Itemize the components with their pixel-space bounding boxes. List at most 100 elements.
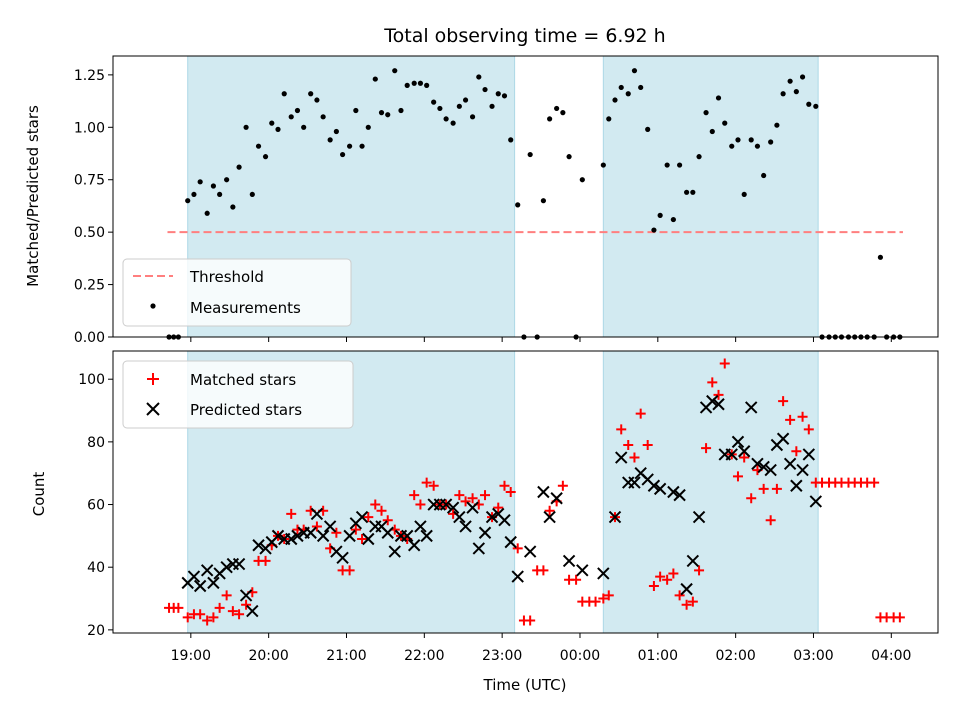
matched-star-point bbox=[376, 505, 387, 516]
matched-stars-legend-label: Matched stars bbox=[190, 371, 296, 389]
measurement-point bbox=[877, 254, 884, 260]
predicted-star-point bbox=[543, 510, 556, 524]
predicted-star-point bbox=[187, 570, 201, 583]
bottom-x-ticks: 19:00 20:00 21:00 22:00 23:00 00:00 01:00 02:00… bbox=[171, 633, 911, 664]
matched-star-point bbox=[803, 424, 814, 435]
matched-star-point bbox=[765, 515, 776, 526]
predicted-star-point bbox=[745, 401, 758, 414]
measurements-legend-label: Measurements bbox=[190, 299, 301, 317]
measurement-point bbox=[631, 68, 638, 74]
bottom-x-tick-label: 01:00 bbox=[638, 648, 678, 664]
measurement-point bbox=[489, 103, 495, 109]
x-axis-label: Time (UTC) bbox=[483, 676, 567, 694]
measurement-point bbox=[191, 191, 197, 198]
measurement-point bbox=[612, 97, 618, 103]
matched-star-point bbox=[655, 571, 666, 582]
measurement-point bbox=[806, 101, 812, 107]
matched-star-point bbox=[208, 612, 219, 623]
matched-star-point bbox=[428, 480, 439, 491]
matched-star-point bbox=[571, 574, 582, 585]
measurement-points bbox=[166, 68, 903, 340]
predicted-star-point bbox=[220, 560, 233, 574]
measurement-point bbox=[243, 124, 249, 130]
matched-star-point bbox=[182, 612, 193, 623]
predicted-star-point bbox=[796, 463, 809, 477]
measurement-point bbox=[508, 137, 514, 143]
top-observing-windows bbox=[187, 55, 819, 338]
measurement-point bbox=[527, 151, 533, 158]
matched-star-point bbox=[214, 602, 225, 613]
predicted-star-point bbox=[285, 532, 298, 546]
predicted-star-point bbox=[252, 539, 265, 552]
predicted-star-point bbox=[802, 448, 816, 461]
measurement-point bbox=[735, 137, 741, 143]
bottom-y-tick-label: 20 bbox=[87, 623, 105, 639]
measurement-point bbox=[670, 216, 676, 223]
bottom-legend-box bbox=[122, 360, 354, 429]
measurement-point bbox=[703, 110, 709, 116]
matched-star-point bbox=[241, 599, 252, 610]
matched-star-point bbox=[460, 496, 471, 507]
matched-star-point bbox=[557, 480, 568, 491]
matched-star-point bbox=[629, 452, 640, 463]
predicted-star-point bbox=[355, 510, 369, 524]
top-legend-box bbox=[122, 258, 352, 327]
top-legend: Threshold Measurements bbox=[122, 258, 352, 327]
bottom-y-ticks: 20 40 60 80 100 bbox=[78, 372, 113, 639]
measurement-point bbox=[450, 120, 456, 126]
matched-star-point bbox=[771, 483, 782, 494]
predicted-star-point bbox=[731, 435, 745, 449]
matched-star-point bbox=[382, 515, 393, 526]
measurement-point bbox=[651, 227, 657, 233]
matched-star-point bbox=[642, 440, 653, 450]
predicted-star-point bbox=[472, 542, 486, 555]
threshold-legend-label: Threshold bbox=[189, 268, 264, 286]
predicted-star-point bbox=[511, 570, 524, 583]
measurement-point bbox=[294, 107, 301, 114]
predicted-star-point bbox=[776, 432, 790, 445]
predicted-star-point bbox=[498, 513, 511, 527]
predicted-star-point bbox=[466, 501, 479, 514]
measurement-point bbox=[411, 80, 417, 86]
predicted-star-point bbox=[336, 551, 349, 565]
matched-star-point bbox=[719, 358, 730, 369]
measurement-point bbox=[308, 91, 314, 97]
measurement-point bbox=[249, 191, 255, 198]
matched-star-point bbox=[869, 477, 880, 488]
bottom-y-tick-label: 100 bbox=[78, 372, 105, 388]
measurement-point bbox=[566, 154, 572, 160]
matched-star-point bbox=[415, 499, 426, 510]
matched-star-point bbox=[370, 499, 381, 510]
measurement-point bbox=[431, 99, 437, 105]
predicted-star-point bbox=[193, 579, 207, 593]
top-y-tick-label: 0.75 bbox=[74, 173, 105, 189]
predicted-star-point bbox=[310, 507, 324, 521]
predicted-star-point bbox=[478, 526, 492, 539]
matched-star-point bbox=[687, 596, 698, 607]
measurement-point bbox=[443, 116, 449, 122]
predicted-star-point bbox=[207, 576, 220, 590]
measurement-point bbox=[314, 97, 320, 103]
matched-star-point bbox=[778, 396, 789, 407]
measurement-point bbox=[281, 91, 287, 97]
bottom-x-tick-label: 03:00 bbox=[793, 648, 833, 664]
predicted-star-point bbox=[304, 526, 317, 539]
matched-star-point bbox=[635, 408, 646, 419]
measurement-point bbox=[664, 162, 670, 168]
measurement-point bbox=[320, 114, 326, 120]
measurement-point bbox=[729, 143, 735, 149]
bottom-y-axis-label: Count bbox=[30, 472, 48, 517]
matched-star-point bbox=[311, 521, 322, 532]
measurement-point bbox=[787, 78, 793, 84]
matched-star-point bbox=[694, 565, 705, 576]
predicted-star-point bbox=[504, 535, 517, 549]
predicted-star-point bbox=[246, 604, 259, 618]
matched-stars-points bbox=[164, 358, 905, 626]
matched-star-point bbox=[732, 471, 743, 482]
measurement-point bbox=[197, 179, 203, 185]
observing-window-top-1 bbox=[602, 55, 819, 338]
predicted-star-point bbox=[673, 488, 686, 502]
matched-star-point bbox=[173, 602, 184, 613]
predicted-star-point bbox=[706, 394, 719, 408]
